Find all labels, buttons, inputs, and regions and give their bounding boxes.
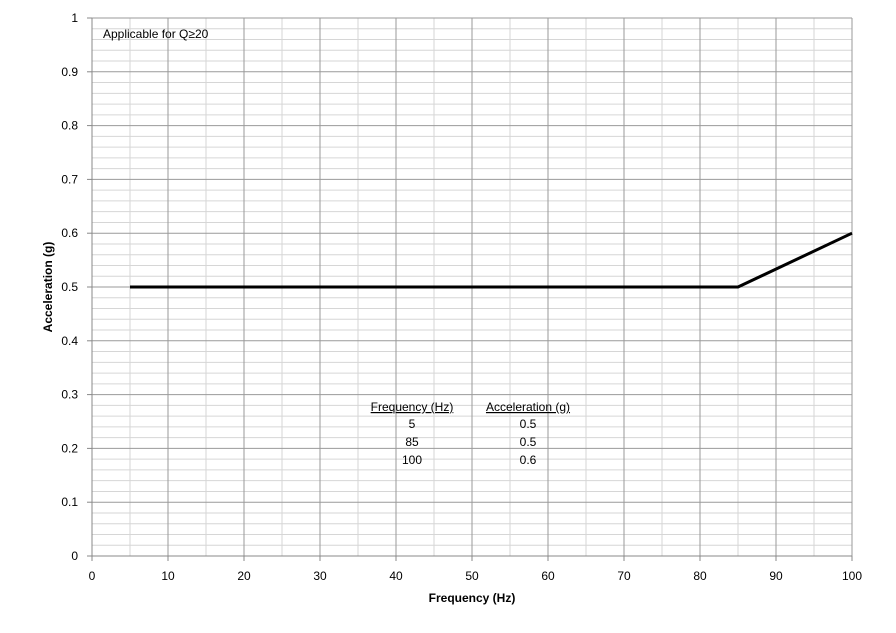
x-tick-label: 60: [541, 569, 555, 583]
x-tick-label: 40: [389, 569, 403, 583]
y-axis-ticks: 0 0.1 0.2 0.3 0.4 0.5 0.6 0.7 0.8 0.9 1: [61, 11, 92, 563]
x-tick-label: 70: [617, 569, 631, 583]
x-tick-label: 50: [465, 569, 479, 583]
y-tick-label: 0.4: [61, 334, 78, 348]
x-tick-label: 0: [89, 569, 96, 583]
x-tick-label: 90: [769, 569, 783, 583]
y-tick-label: 0.5: [61, 280, 78, 294]
x-tick-label: 10: [161, 569, 175, 583]
table-cell: 0.5: [520, 417, 537, 431]
series: [130, 231, 853, 289]
y-tick-label: 1: [71, 11, 78, 25]
table-header-acceleration: Acceleration (g): [486, 400, 570, 414]
x-axis-ticks: 0 10 20 30 40 50 60 70 80 90 100: [89, 556, 862, 583]
table-cell: 100: [402, 453, 422, 467]
table-cell: 5: [409, 417, 416, 431]
annotation-text: Applicable for Q≥20: [103, 27, 209, 41]
table-header-frequency: Frequency (Hz): [371, 400, 454, 414]
x-tick-label: 30: [313, 569, 327, 583]
x-axis-label: Frequency (Hz): [429, 591, 516, 605]
table-cell: 0.6: [520, 453, 537, 467]
y-tick-label: 0.1: [61, 495, 78, 509]
table-cell: 0.5: [520, 435, 537, 449]
table-cell: 85: [405, 435, 419, 449]
y-tick-label: 0: [71, 549, 78, 563]
y-tick-label: 0.3: [61, 388, 78, 402]
grid: [92, 17, 853, 556]
x-tick-label: 100: [842, 569, 862, 583]
data-table: Frequency (Hz) Acceleration (g) 5 0.5 85…: [371, 400, 570, 467]
y-axis-label: Acceleration (g): [41, 242, 55, 333]
y-tick-label: 0.2: [61, 441, 78, 455]
x-tick-label: 20: [237, 569, 251, 583]
y-tick-label: 0.9: [61, 65, 78, 79]
x-tick-label: 80: [693, 569, 707, 583]
y-tick-label: 0.7: [61, 172, 78, 186]
y-tick-label: 0.8: [61, 119, 78, 133]
series-line: [130, 231, 853, 289]
y-tick-label: 0.6: [61, 226, 78, 240]
